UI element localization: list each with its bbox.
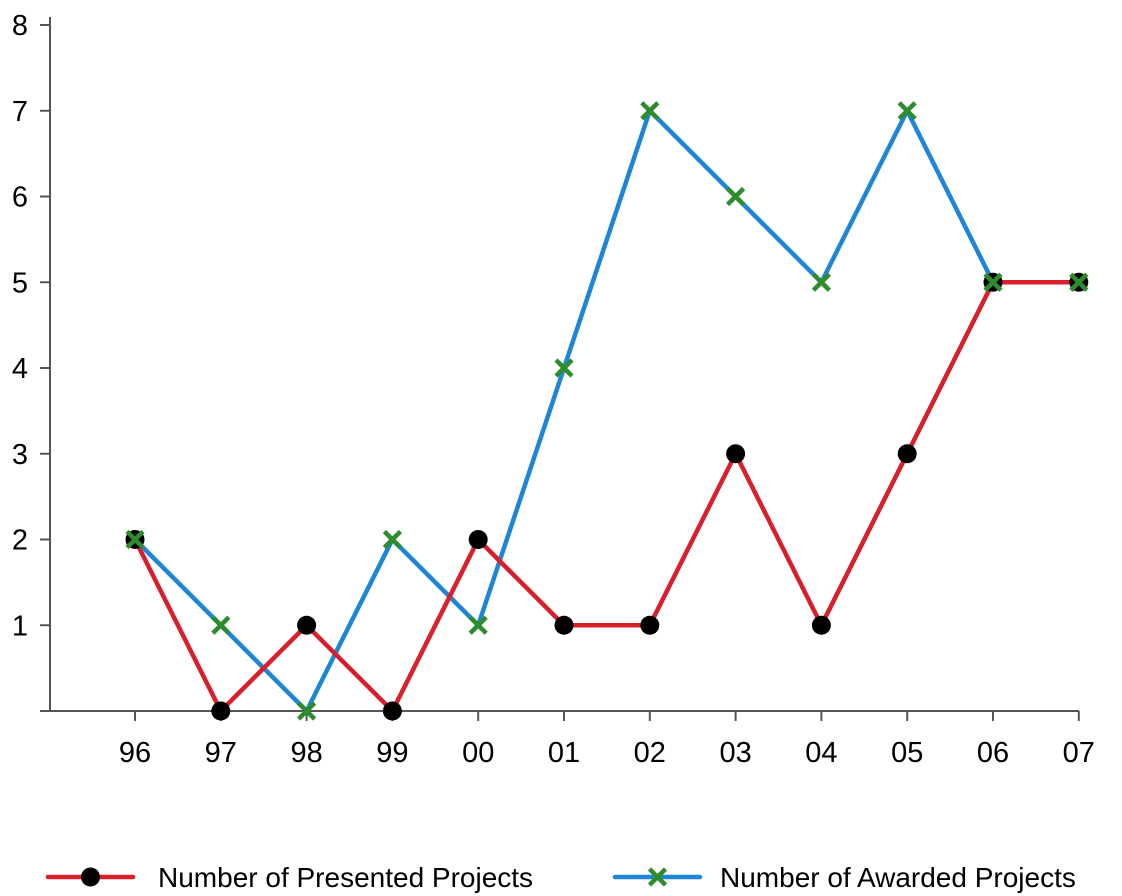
awarded-point-stroke [297,701,317,721]
legend-marker-presented [81,867,100,887]
x-tick-label: 00 [462,737,494,769]
awarded-point-stroke [382,529,402,550]
awarded-point-stroke [211,615,231,635]
series-line-presented [132,280,1082,714]
legend-marker-awarded-stroke [647,867,668,887]
awarded-point [983,272,1003,292]
y-axis-ticks: 1 2 3 4 5 6 7 8 [12,10,50,712]
awarded-point-stroke [468,615,488,635]
legend-marker-awarded [647,867,668,887]
awarded-point-stroke [125,529,145,550]
x-tick-label: 02 [634,737,666,769]
awarded-point [297,701,317,721]
series-markers [125,101,1089,721]
presented-point [811,615,831,635]
y-tick-label: 5 [12,267,28,299]
awarded-point [726,186,746,207]
x-tick-label: 99 [376,737,408,769]
y-tick-label: 1 [12,610,28,642]
legend-label-awarded: Number of Awarded Projects [720,862,1076,893]
x-tick-label: 98 [290,737,322,769]
awarded-point-stroke [811,272,831,292]
awarded-point-stroke [640,101,660,121]
x-tick-label: 07 [1063,737,1095,769]
presented-point [897,444,917,464]
awarded-point-stroke [1069,272,1089,292]
legend: Number of Presented Projects Number of Aw… [45,862,1076,893]
awarded-point [1069,272,1089,292]
presented-point [726,444,746,464]
awarded-point-stroke [726,186,746,207]
x-tick-label: 97 [205,737,237,769]
legend-label-presented: Number of Presented Projects [158,862,533,893]
x-tick-label: 04 [805,737,837,769]
x-axis-ticks: 96 97 98 99 00 01 02 03 04 05 06 07 [119,711,1095,769]
x-tick-label: 01 [548,737,580,769]
series-line-awarded [132,108,1082,714]
presented-point [554,615,574,635]
x-tick-label: 03 [719,737,751,769]
series-lines [132,108,1082,714]
awarded-point-stroke [983,272,1003,292]
presented-point [468,530,488,549]
presented-point [382,701,402,721]
x-tick-label: 05 [891,737,923,769]
awarded-point [811,272,831,292]
presented-point [211,701,231,721]
awarded-point [211,615,231,635]
awarded-point [468,615,488,635]
y-tick-label: 8 [12,10,28,42]
x-tick-label: 96 [119,737,151,769]
y-tick-label: 4 [12,353,28,385]
x-tick-label: 06 [977,737,1009,769]
y-tick-label: 6 [12,182,28,214]
presented-point [297,615,317,635]
awarded-point-stroke [554,358,574,378]
y-tick-label: 7 [12,96,28,128]
awarded-point-stroke [897,101,917,121]
awarded-point [640,101,660,121]
presented-point [640,615,660,635]
awarded-point [125,529,145,550]
y-tick-label: 3 [12,439,28,471]
y-tick-label: 2 [12,525,28,557]
awarded-point [554,358,574,378]
awarded-point [897,101,917,121]
awarded-point [382,529,402,550]
